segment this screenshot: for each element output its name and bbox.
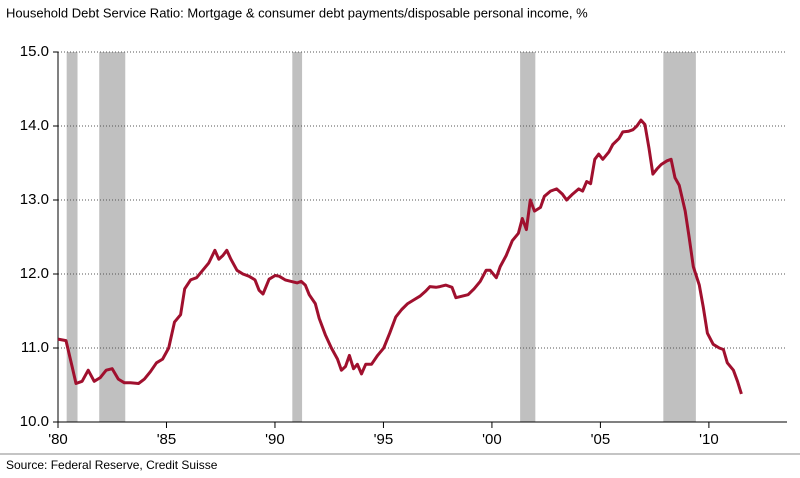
recession-band: [292, 52, 303, 422]
chart-title: Household Debt Service Ratio: Mortgage &…: [6, 5, 588, 20]
x-tick-label: '95: [374, 431, 394, 448]
x-tick-label: '10: [699, 431, 719, 448]
recession-band: [520, 52, 536, 422]
x-tick-label: '90: [265, 431, 285, 448]
source-note: Source: Federal Reserve, Credit Suisse: [6, 458, 218, 472]
y-tick-label: 10.0: [20, 413, 49, 430]
x-tick-label: '00: [482, 431, 502, 448]
y-tick-label: 11.0: [21, 339, 49, 356]
x-tick-label: '80: [48, 431, 68, 448]
recession-band: [66, 52, 78, 422]
y-tick-label: 14.0: [20, 117, 49, 134]
x-tick-label: '05: [591, 431, 611, 448]
y-tick-label: 15.0: [20, 43, 49, 60]
x-tick-label: '85: [157, 431, 177, 448]
y-tick-label: 13.0: [20, 191, 49, 208]
y-tick-label: 12.0: [20, 265, 49, 282]
data-line: [57, 118, 743, 395]
recession-band: [663, 52, 696, 422]
recession-band: [99, 52, 126, 422]
